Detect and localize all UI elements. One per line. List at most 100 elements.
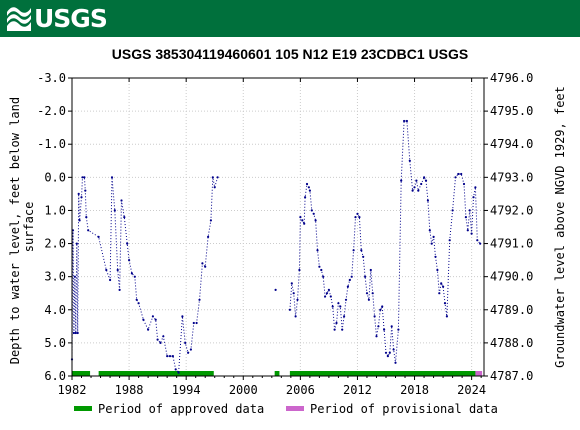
y-axis-left-label-line-2: surface — [22, 202, 36, 253]
y-tick-label-right: 4792.0 — [490, 203, 533, 217]
data-point — [187, 351, 190, 354]
data-point — [397, 328, 400, 331]
data-point — [159, 341, 162, 344]
data-point — [307, 186, 310, 189]
data-point — [457, 172, 460, 176]
data-point — [329, 295, 332, 298]
legend-swatch-approved — [74, 406, 92, 411]
y-axis-right: 4796.0 4795.0 4794.0 4793.0 4792.0 4791.0 4790… — [484, 71, 533, 383]
data-point — [436, 268, 439, 272]
data-point — [135, 298, 138, 301]
data-point — [74, 331, 77, 335]
x-tick-label: 2024 — [457, 383, 486, 397]
plot-background — [72, 78, 484, 376]
data-point — [423, 176, 426, 179]
data-point — [314, 219, 317, 222]
period-bar — [98, 371, 214, 376]
y-tick-label-left: -1.0 — [37, 137, 66, 151]
data-point — [76, 331, 79, 335]
data-point — [189, 348, 192, 351]
y-tick-label-right: 4787.0 — [490, 369, 533, 383]
y-tick-label-right: 4789.0 — [490, 303, 533, 317]
x-tick-label: 1994 — [172, 383, 201, 397]
data-point — [371, 292, 374, 295]
data-point — [362, 255, 365, 258]
data-point — [325, 292, 329, 295]
data-point — [162, 335, 165, 338]
data-point — [417, 189, 420, 192]
data-point — [440, 282, 443, 285]
y-axis-right-label: Groundwater level above NGVD 1929, feet — [553, 86, 567, 368]
data-point — [426, 199, 429, 202]
data-point — [432, 235, 435, 238]
data-point — [424, 179, 428, 182]
data-point — [142, 318, 145, 321]
data-point — [181, 315, 184, 318]
y-tick-label-left: -2.0 — [37, 104, 66, 118]
data-point — [445, 315, 448, 318]
data-point — [310, 209, 313, 212]
data-point — [128, 259, 131, 262]
data-point — [413, 186, 416, 189]
data-point — [420, 182, 423, 186]
data-point — [369, 268, 372, 272]
data-point — [113, 209, 116, 212]
data-point — [337, 302, 340, 305]
data-point — [341, 328, 344, 331]
data-point — [294, 315, 297, 318]
usgs-banner — [0, 0, 580, 37]
data-point — [78, 219, 81, 222]
x-tick-label: 2018 — [400, 383, 429, 397]
data-point — [383, 328, 386, 331]
data-point — [442, 285, 445, 288]
x-tick-label: 1982 — [58, 383, 87, 397]
usgs-logo-icon — [7, 7, 31, 31]
data-point — [303, 222, 306, 225]
data-point — [466, 229, 469, 232]
data-point — [109, 278, 112, 282]
y-tick-label-left: 6.0 — [44, 369, 66, 383]
data-point — [344, 298, 348, 301]
data-point — [137, 302, 140, 305]
data-point — [434, 255, 437, 258]
data-point — [428, 229, 431, 232]
data-point — [360, 249, 363, 252]
data-point — [105, 268, 108, 272]
data-point — [84, 189, 87, 192]
data-point — [80, 196, 83, 199]
data-point — [296, 298, 299, 301]
data-point — [454, 176, 457, 179]
data-point — [207, 235, 210, 238]
data-point — [462, 182, 466, 186]
data-point — [201, 262, 204, 265]
data-point — [358, 216, 361, 219]
data-point — [301, 219, 304, 222]
legend: Period of approved data Period of provis… — [74, 402, 498, 416]
data-point — [379, 308, 382, 311]
data-point — [392, 348, 395, 351]
x-tick-label: 2000 — [229, 383, 258, 397]
data-point — [118, 288, 121, 291]
data-point — [384, 351, 388, 354]
data-point — [352, 249, 355, 252]
data-point — [403, 119, 406, 123]
data-point — [388, 351, 391, 354]
x-tick-label: 2006 — [286, 383, 315, 397]
data-point — [476, 239, 479, 242]
data-point — [147, 328, 150, 331]
data-point — [216, 176, 219, 179]
period-bar — [289, 371, 476, 376]
data-point — [120, 199, 123, 202]
data-point — [204, 265, 207, 268]
data-point — [394, 361, 397, 364]
data-point — [448, 239, 451, 242]
data-point — [411, 189, 414, 192]
data-point — [386, 355, 389, 358]
data-point — [339, 305, 342, 308]
y-tick-label-left: 1.0 — [44, 203, 66, 217]
data-point — [81, 176, 84, 179]
data-point — [312, 212, 315, 215]
data-point — [171, 355, 174, 358]
data-series — [70, 119, 482, 374]
y-tick-label-left: 3.0 — [44, 270, 66, 284]
